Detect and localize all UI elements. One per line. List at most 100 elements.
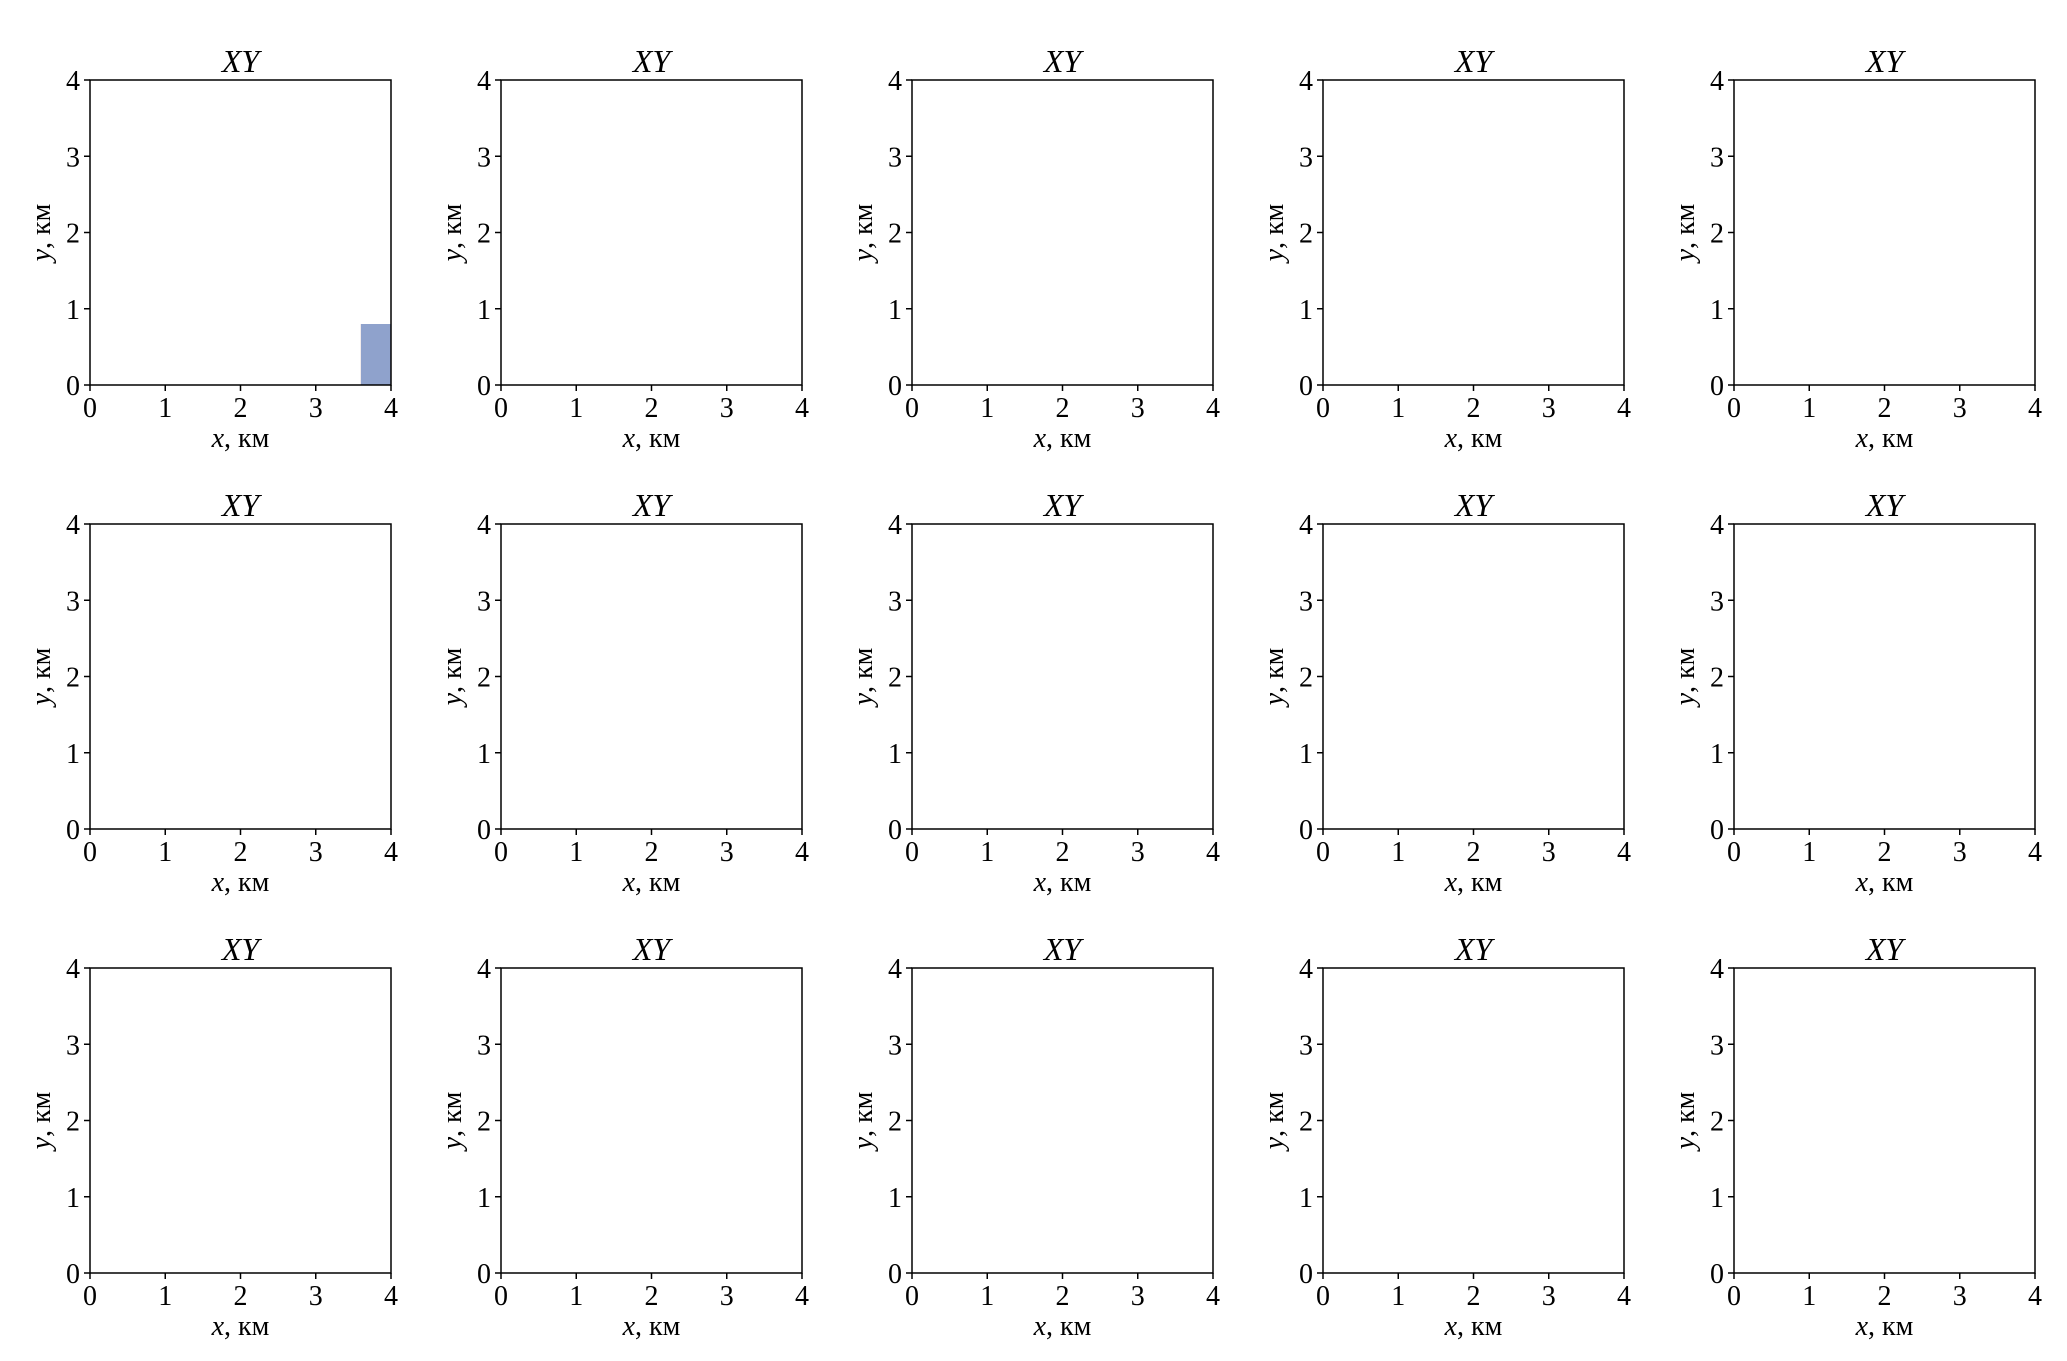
y-tick-label: 0 [888,371,902,402]
panel-15: XY 00 1 1 2 2 3 3 4 4 x, км y, км [1670,931,2042,1342]
region [1975,1090,2035,1273]
x-tick-label: 0 [1316,837,1330,868]
y-tick-label: 3 [477,586,491,617]
panel-title: XY [1042,931,1085,967]
region [912,162,1213,348]
y-axis-label: y, км [1670,647,1701,708]
y-tick-label: 3 [1710,142,1724,173]
y-tick-label: 0 [1710,815,1724,846]
region [90,524,391,829]
panel-title: XY [631,487,674,523]
y-tick-label: 4 [477,510,491,541]
x-tick-label: 1 [569,1281,583,1312]
region [90,80,168,385]
x-tick-label: 4 [795,393,809,424]
region [90,609,391,798]
panel-title: XY [631,43,674,79]
y-axis-label: y, км [1259,1091,1290,1152]
region [1323,524,1407,628]
y-tick-label: 3 [477,1030,491,1061]
y-tick-label: 4 [66,510,80,541]
panel-3: XY 00 1 1 2 2 3 3 4 4 x, км y, км [848,43,1220,454]
x-axis-label: x, км [211,423,270,454]
panel-title: XY [1453,487,1496,523]
y-tick-label: 4 [66,66,80,97]
x-tick-label: 4 [1617,1281,1631,1312]
y-tick-label: 3 [477,142,491,173]
panel-title: XY [1864,43,1907,79]
region [90,324,102,385]
region [912,968,1213,1273]
region [129,80,177,385]
x-tick-label: 3 [1131,393,1145,424]
region [150,172,171,264]
region [1323,341,1449,385]
plot-frame [500,967,803,1274]
region [1189,616,1213,647]
x-axis-label: x, км [1855,867,1914,898]
y-axis-label: y, км [1670,1091,1701,1152]
region [912,968,1044,1060]
x-tick-label: 0 [1727,1281,1741,1312]
plot-frame [89,79,392,386]
x-tick-label: 1 [1391,837,1405,868]
map-regions [90,524,391,829]
y-tick-label: 2 [477,219,491,250]
region [90,968,391,1273]
y-axis-label: y, км [848,1091,879,1152]
region [501,524,802,829]
x-axis-label: x, км [211,1311,270,1342]
plot-frame [89,967,392,1274]
y-tick-label: 2 [66,1107,80,1138]
region [742,1066,802,1273]
y-tick-label: 1 [888,1183,902,1214]
x-tick-label: 0 [494,393,508,424]
panel-title: XY [220,487,263,523]
y-tick-label: 0 [477,1259,491,1290]
x-tick-label: 2 [1056,393,1070,424]
region [1848,251,1920,385]
y-tick-label: 0 [888,815,902,846]
x-tick-label: 3 [309,393,323,424]
plot-frame [911,79,1214,386]
x-axis-label: x, км [211,867,270,898]
y-tick-label: 4 [888,954,902,985]
y-axis-label: y, км [1670,203,1701,264]
y-tick-label: 4 [1299,510,1313,541]
region [912,524,1213,829]
y-tick-label: 2 [1299,1107,1313,1138]
x-tick-label: 3 [1953,393,1967,424]
y-tick-label: 1 [1299,739,1313,770]
plot-frame [1322,523,1625,830]
x-tick-label: 2 [1467,837,1481,868]
panel-12: XY 00 1 1 2 2 3 3 4 4 x, км y, км [437,931,809,1342]
region [1323,968,1624,1273]
panel-11: XY 00 1 1 2 2 3 3 4 4 x, км y, км [26,931,398,1342]
y-tick-label: 1 [1710,739,1724,770]
y-tick-label: 0 [477,371,491,402]
x-tick-label: 3 [720,393,734,424]
map-regions [501,968,802,1273]
region [912,156,1213,339]
plot-frame [1322,967,1625,1274]
map-regions [912,524,1213,829]
y-tick-label: 4 [888,510,902,541]
x-tick-label: 4 [1617,393,1631,424]
region [682,165,802,385]
y-tick-label: 0 [66,1259,80,1290]
region [234,524,391,600]
region [1734,548,1921,743]
y-tick-label: 2 [888,663,902,694]
region [510,524,802,714]
y-tick-label: 3 [66,1030,80,1061]
x-tick-label: 0 [1316,393,1330,424]
x-tick-label: 2 [234,393,248,424]
y-tick-label: 1 [477,295,491,326]
x-tick-label: 2 [234,1281,248,1312]
region [1927,524,2035,646]
region [90,591,391,786]
x-tick-label: 2 [1878,1281,1892,1312]
y-tick-label: 3 [888,586,902,617]
region [1734,1078,2035,1163]
x-tick-label: 4 [384,1281,398,1312]
